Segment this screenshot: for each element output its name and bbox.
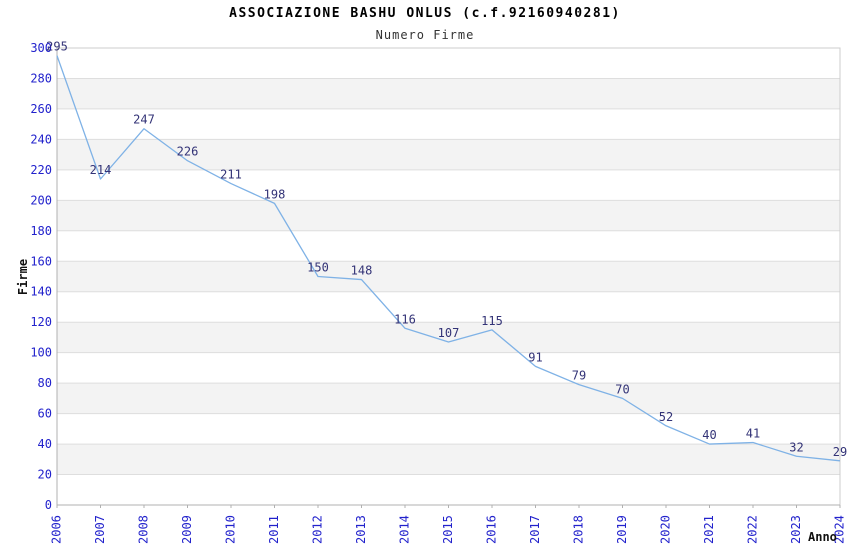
plot-band	[57, 48, 840, 79]
value-label: 29	[833, 445, 847, 459]
chart-title: ASSOCIAZIONE BASHU ONLUS (c.f.9216094028…	[229, 6, 621, 21]
x-tick-label: 2018	[572, 515, 586, 544]
value-label: 198	[264, 187, 286, 201]
plot-band	[57, 108, 840, 140]
x-axis-title: Anno	[808, 530, 837, 544]
value-label: 115	[481, 314, 503, 328]
x-tick-label: 2008	[137, 515, 151, 544]
y-tick-label: 160	[30, 254, 52, 268]
plot-band	[57, 261, 840, 292]
y-tick-label: 60	[38, 407, 52, 421]
plot-band	[57, 322, 840, 353]
y-tick-label: 20	[38, 468, 52, 482]
y-tick-label: 280	[30, 71, 52, 85]
y-tick-label: 140	[30, 285, 52, 299]
plot-band	[57, 352, 840, 384]
y-tick-label: 180	[30, 224, 52, 238]
x-tick-label: 2021	[702, 515, 716, 544]
y-tick-label: 0	[45, 498, 52, 512]
x-tick-label: 2009	[180, 515, 194, 544]
value-label: 107	[438, 326, 460, 340]
value-label: 70	[615, 382, 629, 396]
series-line	[56, 55, 841, 462]
x-tick-label: 2011	[267, 515, 281, 544]
y-tick-label: 120	[30, 315, 52, 329]
value-label: 116	[394, 312, 416, 326]
value-label: 148	[351, 264, 373, 278]
x-tick-label: 2019	[615, 515, 629, 544]
y-tick-label: 200	[30, 193, 52, 207]
value-label: 295	[46, 40, 68, 54]
plot-band	[57, 169, 840, 201]
value-label: 32	[789, 440, 803, 454]
y-tick-label: 240	[30, 132, 52, 146]
x-tick-label: 2006	[50, 515, 64, 544]
value-label: 40	[702, 428, 716, 442]
plot-band	[57, 200, 840, 231]
chart-subtitle: Numero Firme	[375, 28, 475, 42]
x-tick-label: 2015	[441, 515, 455, 544]
plot-band	[57, 413, 840, 445]
value-label: 91	[528, 350, 542, 364]
value-label: 226	[177, 145, 199, 159]
y-tick-label: 100	[30, 346, 52, 360]
y-tick-label: 300	[30, 41, 52, 55]
value-label: 214	[90, 163, 112, 177]
x-tick-label: 2007	[93, 515, 107, 544]
x-tick-label: 2020	[659, 515, 673, 544]
y-tick-label: 260	[30, 102, 52, 116]
plot-band	[57, 291, 840, 323]
value-label: 150	[307, 261, 329, 275]
x-tick-label: 2016	[485, 515, 499, 544]
plot-band	[57, 444, 840, 475]
y-tick-label: 220	[30, 163, 52, 177]
value-label: 41	[746, 427, 760, 441]
x-tick-label: 2012	[311, 515, 325, 544]
value-label: 79	[572, 369, 586, 383]
y-tick-label: 40	[38, 437, 52, 451]
x-tick-label: 2022	[746, 515, 760, 544]
x-tick-label: 2013	[354, 515, 368, 544]
value-label: 52	[659, 410, 673, 424]
x-tick-label: 2023	[789, 515, 803, 544]
x-tick-label: 2010	[224, 515, 238, 544]
plot-band	[57, 383, 840, 414]
x-tick-label: 2017	[528, 515, 542, 544]
value-label: 211	[220, 168, 242, 182]
y-tick-label: 80	[38, 376, 52, 390]
plot-band	[57, 474, 840, 505]
value-label: 247	[133, 113, 155, 127]
plot-band	[57, 139, 840, 170]
x-tick-label: 2014	[398, 515, 412, 544]
y-axis-title: Firme	[16, 259, 30, 295]
plot-band	[57, 230, 840, 262]
plot-band	[57, 78, 840, 109]
x-tick-label: 2024	[833, 515, 847, 544]
